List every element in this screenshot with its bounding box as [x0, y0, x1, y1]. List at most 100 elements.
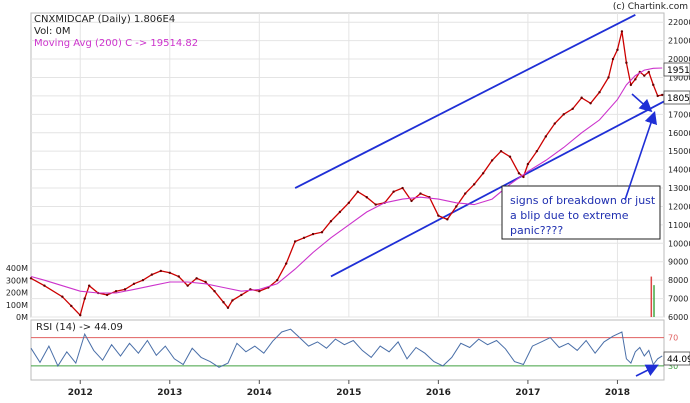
price-tick-label: 10000 — [668, 239, 690, 248]
price-tick-label: 11000 — [668, 221, 690, 230]
price-point — [455, 205, 458, 208]
last-price-tag-box — [663, 90, 690, 105]
price-point — [580, 96, 583, 99]
price-point — [222, 301, 225, 304]
price-point — [522, 175, 525, 179]
x-tick-label: 2016 — [426, 388, 451, 398]
annotation-line-1: signs of breakdown or just — [510, 194, 656, 207]
price-point — [61, 295, 64, 298]
price-point — [535, 149, 539, 153]
x-tick-label: 2018 — [605, 388, 630, 398]
price-point — [499, 149, 503, 153]
price-point — [647, 70, 650, 74]
rsi-layer: 70 30 — [30, 328, 678, 371]
price-point — [544, 135, 548, 138]
rsi-level-label: 30 — [668, 362, 678, 371]
volume-bar — [650, 276, 653, 317]
price-point — [652, 83, 655, 87]
upper-channel-line — [294, 14, 636, 189]
price-point — [150, 273, 154, 276]
price-point — [562, 113, 565, 116]
rsi-arrow — [635, 364, 659, 377]
price-point — [616, 48, 619, 52]
moving-average-line — [30, 67, 663, 294]
annotation-arrow — [624, 110, 657, 201]
chart-title: CNXMIDCAP (Daily) 1.806E4 — [34, 14, 175, 25]
breakdown-arrow — [631, 93, 653, 113]
price-point — [634, 78, 637, 81]
price-panel — [30, 12, 665, 318]
price-point — [464, 192, 467, 195]
price-point — [656, 94, 659, 98]
price-tick-label: 13000 — [668, 184, 690, 193]
price-point — [240, 293, 243, 297]
price-point — [226, 306, 230, 309]
price-tick-label: 15000 — [668, 147, 690, 156]
price-point — [258, 290, 261, 293]
price-point — [123, 288, 127, 291]
volume-tick-label: 0M — [16, 313, 28, 322]
ma-label: Moving Avg (200) C -> 19514.82 — [34, 38, 198, 49]
volume-axis: 400M 300M 200M 100M 0M — [6, 264, 28, 322]
price-point — [177, 275, 180, 278]
price-point — [481, 172, 485, 175]
price-point — [83, 297, 86, 300]
lower-channel-line — [330, 100, 665, 278]
volume-label: Vol: 0M — [34, 26, 71, 37]
price-point — [472, 183, 476, 186]
price-point — [589, 102, 592, 105]
price-point — [365, 196, 368, 199]
price-point — [329, 219, 333, 223]
price-point — [643, 74, 646, 77]
price-tick-label: 9000 — [668, 258, 688, 267]
volume-tick-label: 400M — [6, 264, 28, 273]
price-point — [392, 190, 395, 193]
price-point — [611, 57, 615, 61]
price-tick-label: 12000 — [668, 202, 690, 211]
x-tick-label: 2013 — [157, 388, 182, 398]
rsi-label: RSI (14) -> 44.09 — [36, 322, 123, 333]
price-point — [338, 210, 342, 214]
volume-bar — [653, 285, 655, 317]
x-axis: 2012 2013 2014 2015 2016 2017 2018 — [68, 380, 630, 398]
volume-tick-label: 300M — [6, 276, 28, 285]
price-point — [410, 199, 413, 203]
price-point — [195, 277, 198, 280]
price-point — [620, 30, 624, 33]
price-point — [571, 107, 574, 111]
price-point — [526, 162, 530, 166]
x-tick-label: 2012 — [68, 388, 93, 398]
price-point — [132, 282, 136, 286]
series-layer — [29, 30, 664, 317]
price-point — [29, 277, 33, 280]
x-tick-label: 2017 — [515, 388, 540, 398]
price-point — [661, 93, 664, 97]
ma-value-tag-box — [663, 62, 690, 77]
price-point — [311, 232, 315, 236]
price-tick-label: 17000 — [668, 110, 690, 119]
ma-value-tag: 19515 — [667, 66, 690, 76]
price-tick-label: 14000 — [668, 166, 690, 175]
price-point — [276, 278, 279, 282]
price-axis: 2200021000200001900018000170001600015000… — [668, 18, 690, 322]
price-point — [629, 83, 633, 87]
price-point — [43, 284, 46, 287]
price-point — [204, 280, 207, 284]
price-point — [231, 299, 234, 302]
rsi-value-tag-box — [663, 351, 690, 366]
price-point — [114, 290, 118, 293]
channel-layer — [294, 14, 665, 278]
volume-tick-label: 100M — [6, 301, 28, 310]
price-point — [598, 91, 601, 94]
price-tick-label: 8000 — [668, 276, 688, 285]
price-point — [320, 231, 324, 234]
rsi-panel — [30, 319, 665, 381]
grid-layer — [31, 13, 664, 318]
price-tick-label: 7000 — [668, 295, 688, 304]
price-point — [293, 240, 297, 243]
rsi-line — [30, 328, 663, 368]
price-point — [105, 293, 109, 297]
price-point — [168, 271, 171, 274]
last-price-tag: 18055 — [667, 94, 690, 104]
price-point — [302, 236, 306, 239]
